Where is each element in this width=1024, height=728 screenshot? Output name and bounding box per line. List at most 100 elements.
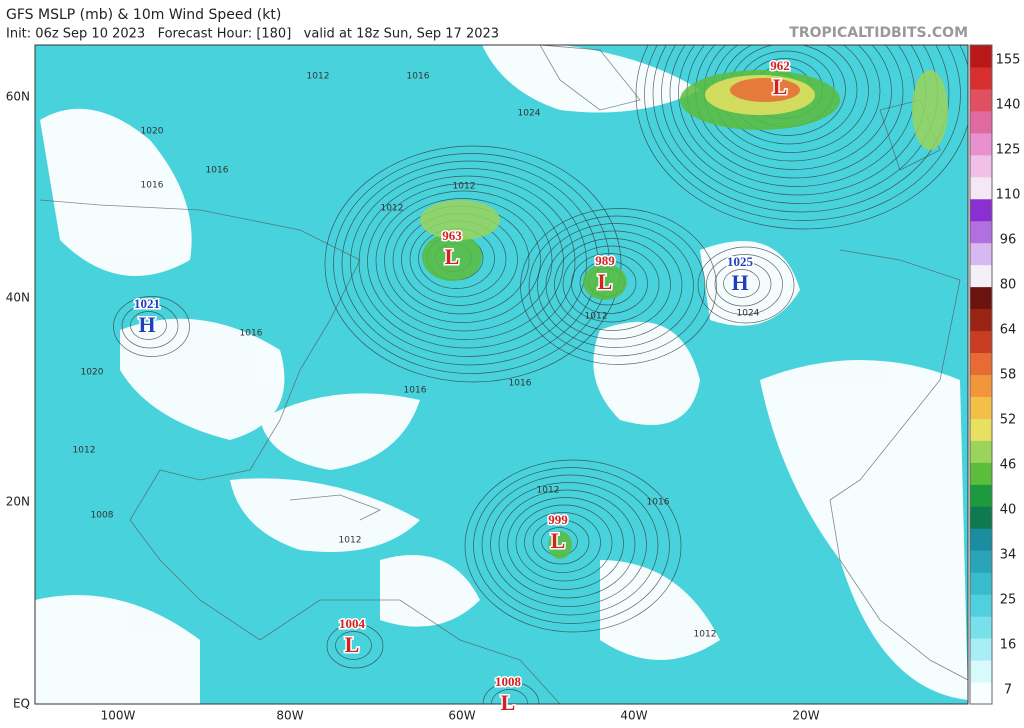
isobar [384, 198, 541, 323]
colorbar-segment [970, 638, 992, 661]
isobar-label: 1020 [141, 127, 164, 137]
colorbar-segment [970, 242, 992, 266]
isobar [375, 190, 553, 332]
isobar-label: 1024 [518, 109, 541, 119]
colorbar-segment [970, 198, 992, 222]
lat-label: 40N [6, 291, 30, 305]
pressure-value: 1025 [727, 254, 754, 269]
pressure-letter: L [773, 74, 788, 99]
colorbar-segment [970, 506, 992, 529]
pressure-value: 963 [442, 228, 462, 243]
colorbar-label: 64 [1000, 323, 1017, 338]
calm-areas [35, 45, 968, 704]
colorbar-frame [969, 44, 993, 705]
isobar-label: 1012 [537, 486, 560, 496]
wind-area [583, 264, 627, 300]
colorbar-segment [970, 550, 992, 573]
isobar-label: 1012 [694, 630, 717, 640]
colorbar-segment [970, 572, 992, 595]
map-frame [34, 44, 969, 705]
isobar-label: 1012 [339, 536, 362, 546]
isobar [130, 311, 167, 340]
colorbar-label: 140 [996, 98, 1021, 113]
isobar [714, 261, 772, 307]
colorbar-label: 7 [1004, 683, 1012, 698]
isobar [507, 497, 624, 590]
isobar [579, 260, 637, 306]
isobar [571, 253, 648, 314]
colorbar-segment [970, 484, 992, 507]
colorbar-segment [970, 418, 992, 441]
pressure-letter: L [345, 632, 360, 657]
colorbar-segment [970, 286, 992, 310]
isobar [464, 459, 682, 633]
isobar [121, 303, 179, 349]
colorbar-label: 110 [996, 188, 1021, 203]
lat-label: 20N [6, 495, 30, 509]
isobar [554, 238, 671, 331]
isobar-label: 1016 [647, 498, 670, 508]
map: 1012 1016 1020 1016 1024 1016 1012 1012 1016 1020… [35, 45, 968, 704]
wind-area [730, 78, 800, 102]
isobar-label: 1012 [73, 446, 96, 456]
isobar [482, 681, 540, 704]
colorbar-segment [970, 132, 992, 156]
colorbar-segment [970, 660, 992, 683]
colorbar-segment [970, 330, 992, 354]
isobar [697, 246, 795, 324]
colorbar-label: 96 [1000, 233, 1017, 248]
pressure-letter: H [138, 312, 155, 337]
isobar-label: 1016 [407, 72, 430, 82]
pressure-letter: L [501, 690, 516, 715]
isobar-label: 1024 [737, 309, 760, 319]
isobar [358, 175, 576, 349]
isobar [326, 623, 384, 669]
isobar [367, 183, 564, 340]
isobar [341, 160, 599, 366]
strong-wind-areas [420, 70, 948, 559]
isobar [528, 215, 706, 357]
pressure-value: 989 [595, 253, 615, 268]
lon-label: 80W [276, 709, 303, 723]
colorbar-segment [970, 66, 992, 90]
lon-label: 40W [620, 709, 647, 723]
isobar-label: 1016 [240, 329, 263, 339]
lon-label: 100W [101, 709, 136, 723]
colorbar: 155 140 125 110 96 80 64 58 52 46 40 34 25 16 7 [969, 44, 1021, 705]
pressure-value: 1021 [134, 296, 160, 311]
lon-label: 20W [792, 709, 819, 723]
isobar [473, 467, 670, 624]
colorbar-segment [970, 220, 992, 244]
colorbar-label: 155 [996, 53, 1021, 68]
isobar-label: 1016 [509, 379, 532, 389]
isobar [706, 254, 783, 315]
colorbar-segment [970, 374, 992, 397]
colorbar-segment [970, 154, 992, 178]
isobar-label: 1016 [206, 166, 229, 176]
isobar [350, 168, 587, 357]
isobar [562, 245, 660, 323]
pressure-value: 999 [548, 512, 568, 527]
isobar-label: 1012 [453, 182, 476, 192]
colorbar-label: 34 [1000, 548, 1017, 563]
pressure-letter: L [445, 244, 460, 269]
colorbar-segment [970, 264, 992, 288]
colorbar-segment [970, 88, 992, 112]
isobar-label: 1020 [81, 368, 104, 378]
pressure-value: 1008 [495, 674, 522, 689]
colorbar-segment [970, 352, 992, 375]
colorbar-label: 25 [1000, 593, 1017, 608]
isobar [498, 489, 636, 599]
isobar-label: 1012 [307, 72, 330, 82]
isobar-label: 1012 [585, 312, 608, 322]
colorbar-label: 58 [1000, 368, 1017, 383]
pressure-value: 1004 [339, 616, 366, 631]
colorbar-label: 40 [1000, 503, 1017, 518]
isobar [545, 230, 683, 340]
wind-area [420, 200, 500, 240]
isobar [520, 208, 717, 365]
site-name: TROPICALTIDBITS.COM [789, 25, 968, 41]
isobar [335, 631, 372, 660]
isobar [532, 519, 590, 565]
